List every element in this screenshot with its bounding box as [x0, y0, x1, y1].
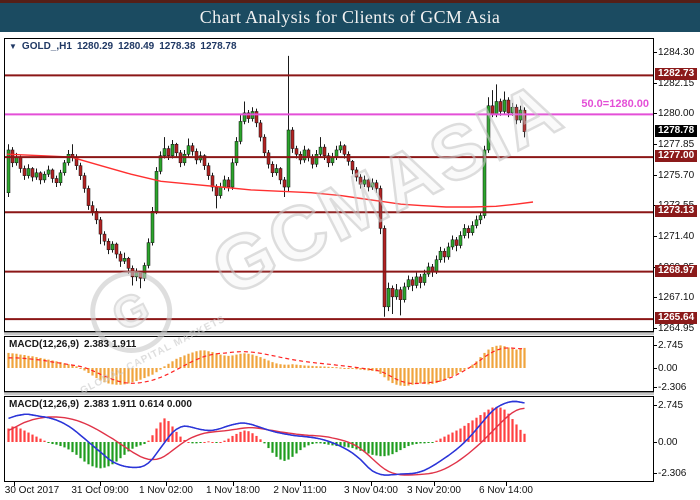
- y-axis-label: 1280.00: [658, 108, 695, 120]
- ohlc-high: 1280.49: [118, 41, 155, 52]
- y-axis-label: 0.00: [658, 363, 678, 374]
- y-axis-tick: [653, 387, 657, 389]
- y-axis-label: 1284.30: [658, 47, 695, 58]
- fibonacci-level-label: 50.0=1280.00: [581, 98, 649, 110]
- symbol-label: GOLD_,H1: [21, 41, 72, 52]
- panel-separator[interactable]: [4, 392, 654, 396]
- x-axis-label: 3 Nov 04:00: [344, 485, 398, 496]
- x-axis-label: 2 Nov 11:00: [273, 485, 327, 496]
- y-axis-tick: [653, 52, 657, 53]
- ohlc-open: 1280.29: [76, 41, 114, 52]
- title-bar: Chart Analysis for Clients of GCM Asia: [0, 3, 700, 32]
- price-level-badge: 1282.73: [655, 68, 698, 81]
- price-level-badge: 1273.13: [655, 205, 698, 218]
- y-axis-label: 0.00: [658, 437, 678, 448]
- macd-lines-panel[interactable]: [4, 396, 654, 482]
- y-axis-label: -2.306: [658, 382, 687, 394]
- y-axis-tick: [653, 113, 657, 115]
- y-axis-label: -2.306: [658, 468, 687, 480]
- price-level-badge: 1278.78: [655, 124, 698, 137]
- x-axis-tick: [506, 482, 507, 486]
- y-axis-tick: [653, 82, 657, 84]
- price-level-badge: 1277.00: [655, 150, 698, 163]
- y-axis-label: 1277.85: [658, 138, 695, 150]
- macd-histogram-panel[interactable]: [4, 336, 654, 392]
- x-axis-label: 3 Nov 20:00: [407, 485, 461, 496]
- y-axis-tick: [653, 404, 657, 406]
- x-axis-tick: [300, 482, 301, 486]
- window-top-strip: [0, 0, 700, 3]
- ohlc-close: 1278.78: [200, 41, 237, 52]
- y-axis-label: 1282.15: [658, 77, 695, 89]
- y-axis-label: 1264.95: [658, 322, 695, 334]
- x-axis-tick: [233, 482, 234, 486]
- ohlc-low: 1278.38: [159, 41, 196, 52]
- y-axis-label: 1275.70: [658, 169, 695, 181]
- panel-separator[interactable]: [4, 332, 654, 336]
- x-axis-tick: [434, 482, 435, 486]
- x-axis-tick: [166, 482, 167, 486]
- x-axis-label: 1 Nov 02:00: [139, 485, 193, 496]
- y-axis-label: 2.745: [658, 399, 684, 411]
- y-axis-tick: [653, 297, 657, 299]
- y-axis-tick: [653, 368, 657, 369]
- price-level-badge: 1265.64: [655, 312, 698, 325]
- x-axis-label: 1 Nov 18:00: [206, 485, 260, 496]
- y-axis-tick: [653, 174, 657, 176]
- x-axis-label: 6 Nov 14:00: [479, 485, 533, 496]
- macd2-title: MACD(12,26,9) 2.383 1.911 0.614 0.000: [9, 399, 192, 410]
- y-axis-tick: [653, 442, 657, 443]
- page-title: Chart Analysis for Clients of GCM Asia: [199, 7, 501, 27]
- symbol-header: ▼ GOLD_,H1 1280.29 1280.49 1278.38 1278.…: [9, 41, 237, 52]
- x-axis-tick: [14, 482, 15, 486]
- y-axis-tick: [653, 327, 657, 329]
- x-axis-tick: [371, 482, 372, 486]
- y-axis-tick: [653, 344, 657, 346]
- x-axis-label: 31 Oct 09:00: [71, 485, 129, 496]
- y-axis-tick: [653, 473, 657, 475]
- price-level-badge: 1268.97: [655, 264, 698, 277]
- y-axis-tick: [653, 143, 657, 145]
- price-chart-panel[interactable]: [4, 38, 654, 332]
- macd1-title: MACD(12,26,9) 2.383 1.911: [9, 339, 137, 350]
- y-axis-tick: [653, 235, 657, 237]
- y-axis-label: 2.745: [658, 339, 684, 351]
- y-axis-label: 1271.40: [658, 230, 695, 242]
- x-axis-tick: [100, 482, 101, 486]
- y-axis-label: 1267.10: [658, 292, 695, 304]
- collapse-arrow-icon[interactable]: ▼: [9, 42, 17, 51]
- x-axis-label: 30 Oct 2017: [4, 485, 60, 496]
